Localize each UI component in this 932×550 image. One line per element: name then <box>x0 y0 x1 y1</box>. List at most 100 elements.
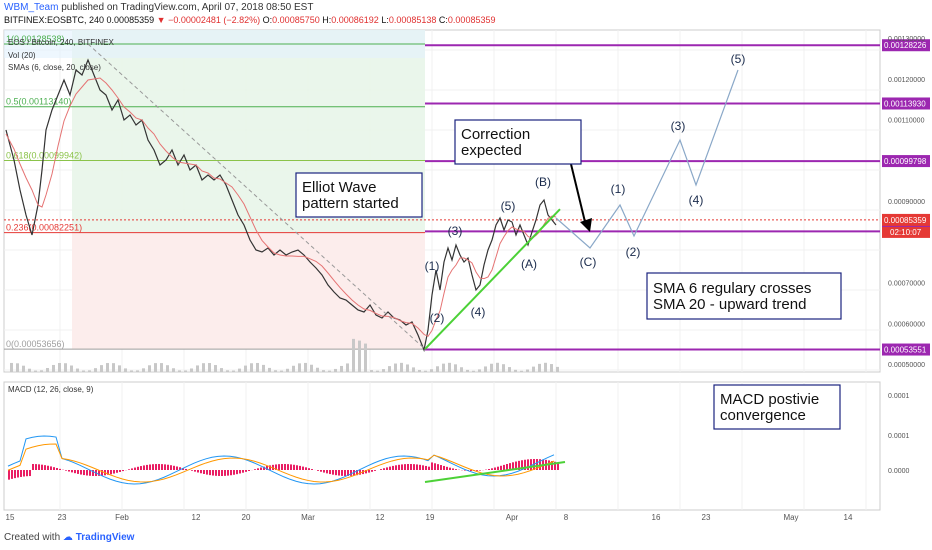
volume-bar <box>28 368 31 372</box>
volume-bar <box>226 370 229 372</box>
macd-histogram-bar <box>158 464 160 470</box>
volume-bar <box>76 368 79 372</box>
volume-bar <box>550 364 553 372</box>
macd-annotation-line1: MACD postivie <box>720 391 819 408</box>
sma-annotation-line1: SMA 6 regulary crosses <box>653 280 811 297</box>
macd-histogram-bar <box>215 470 217 476</box>
macd-histogram-bar <box>20 470 22 477</box>
created-with-text: Created with <box>4 532 61 543</box>
macd-histogram-bar <box>536 459 538 470</box>
time-axis-tick: 12 <box>192 513 201 522</box>
volume-bar <box>460 367 463 372</box>
volume-bar <box>532 366 535 372</box>
volume-bar <box>544 362 547 372</box>
macd-histogram-bar <box>476 470 478 471</box>
macd-histogram-bar <box>191 470 193 471</box>
macd-histogram-bar <box>383 468 385 470</box>
macd-histogram-bar <box>263 466 265 470</box>
macd-histogram-bar <box>239 470 241 474</box>
macd-histogram-bar <box>521 460 523 470</box>
correction-annotation-line2: expected <box>461 142 522 159</box>
macd-histogram-bar <box>350 470 352 476</box>
smas-label: SMAs (6, close, 20, close) <box>8 63 101 72</box>
macd-histogram-bar <box>275 464 277 470</box>
volume-bar <box>346 363 349 372</box>
macd-histogram-bar <box>344 470 346 476</box>
time-axis-tick: 23 <box>58 513 67 522</box>
macd-histogram-bar <box>101 470 103 476</box>
volume-bar <box>256 362 259 372</box>
volume-bar <box>280 370 283 372</box>
volume-bar <box>478 369 481 372</box>
macd-histogram-bar <box>86 470 88 476</box>
macd-histogram-bar <box>365 470 367 474</box>
volume-bar <box>106 363 109 372</box>
macd-histogram-bar <box>515 461 517 470</box>
volume-bar <box>232 370 235 372</box>
volume-bar <box>136 370 139 372</box>
macd-histogram-bar <box>326 470 328 474</box>
fib-level-label: 1(0.00128538) <box>6 34 65 44</box>
macd-histogram-bar <box>470 470 472 471</box>
close-value: 0.00085359 <box>447 15 496 25</box>
macd-histogram-bar <box>341 470 343 476</box>
volume-bar <box>316 367 319 372</box>
price-axis-tick: 0.00060000 <box>888 321 925 328</box>
publish-header: WBM_Team published on TradingView.com, A… <box>4 2 313 13</box>
tradingview-brand[interactable]: TradingView <box>75 532 135 543</box>
time-axis-tick: Mar <box>301 513 315 522</box>
macd-histogram-bar <box>206 470 208 475</box>
macd-histogram-bar <box>29 470 31 477</box>
macd-histogram-bar <box>92 470 94 476</box>
macd-histogram-bar <box>422 465 424 470</box>
macd-histogram-bar <box>134 467 136 470</box>
volume-bar <box>382 369 385 372</box>
panel-title: EOS / Bitcoin, 240, BITFINEX <box>8 38 114 47</box>
macd-histogram-bar <box>68 470 70 472</box>
macd-histogram-bar <box>140 466 142 470</box>
volume-bar <box>508 367 511 372</box>
volume-bar <box>328 370 331 372</box>
macd-histogram-bar <box>497 466 499 470</box>
macd-histogram-bar <box>185 468 187 470</box>
volume-bar <box>298 363 301 372</box>
macd-histogram-bar <box>50 466 52 470</box>
macd-histogram-bar <box>218 470 220 476</box>
volume-bar <box>502 364 505 372</box>
macd-histogram-bar <box>17 470 19 478</box>
price-axis-tick: 0.00130000 <box>888 36 925 43</box>
macd-annotation-box <box>713 384 841 430</box>
volume-bar <box>184 370 187 372</box>
macd-histogram-bar <box>107 470 109 475</box>
macd-histogram-bar <box>557 462 559 470</box>
macd-histogram-bar <box>500 465 502 470</box>
macd-histogram-bar <box>332 470 334 475</box>
price-tag-label: 0.00113930 <box>884 99 926 108</box>
volume-bar <box>472 370 475 372</box>
signal-line <box>7 443 555 483</box>
price-axis-tick: 0.00110000 <box>888 118 925 125</box>
macd-histogram-bar <box>302 466 304 470</box>
macd-histogram-bar <box>410 464 412 470</box>
volume-bar <box>514 369 517 372</box>
macd-histogram-bar <box>245 470 247 472</box>
volume-bar <box>118 365 121 372</box>
wave-label: (C) <box>580 255 597 269</box>
symbol-header: BITFINEX:EOSBTC, 240 0.00085359 ▼ −0.000… <box>4 15 495 25</box>
arrow-head-icon <box>580 218 592 232</box>
high-value: 0.00086192 <box>331 15 379 25</box>
price-tag <box>882 343 930 356</box>
macd-histogram-bar <box>35 464 37 470</box>
volume-bar <box>244 365 247 372</box>
macd-histogram-bar <box>8 470 10 480</box>
time-axis-tick: 16 <box>652 513 661 522</box>
author-link[interactable]: WBM_Team <box>4 2 59 13</box>
macd-histogram-bar <box>449 467 451 470</box>
volume-bar <box>166 365 169 372</box>
volume-bar <box>538 363 541 372</box>
macd-histogram-bar <box>41 464 43 470</box>
macd-histogram-bar <box>347 470 349 476</box>
